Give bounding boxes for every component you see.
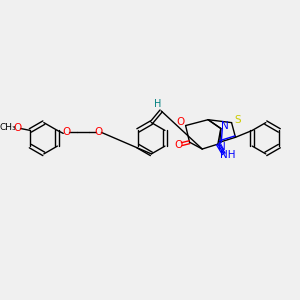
Text: CH₃: CH₃ <box>0 123 16 132</box>
Text: S: S <box>234 115 241 125</box>
Text: H: H <box>154 99 161 109</box>
Text: O: O <box>62 128 70 137</box>
Text: O: O <box>175 140 183 150</box>
Text: N: N <box>218 142 226 152</box>
Text: O: O <box>94 128 103 137</box>
Text: O: O <box>177 117 185 127</box>
Text: NH: NH <box>220 150 236 160</box>
Text: O: O <box>14 122 22 133</box>
Text: N: N <box>221 121 229 130</box>
